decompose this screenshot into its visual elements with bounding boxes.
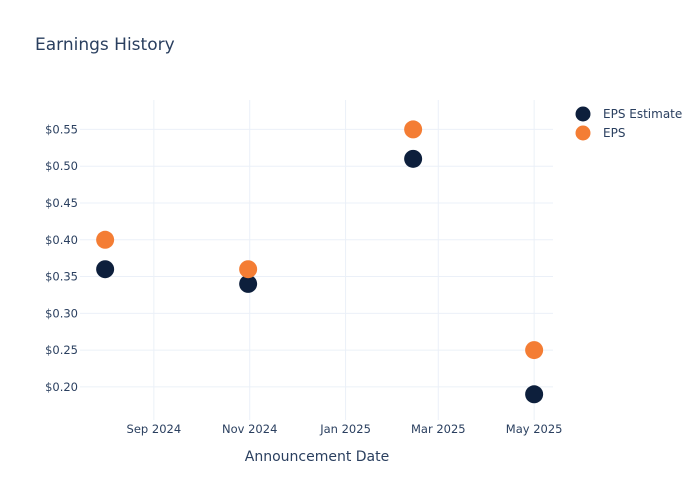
y-tick-label: $0.55 [45,122,78,136]
legend-label-eps-estimate[interactable]: EPS Estimate [603,107,682,121]
y-tick-label: $0.50 [45,159,78,173]
y-tick-label: $0.30 [45,306,78,320]
x-tick-label: Jan 2025 [319,422,371,436]
y-axis-ticks: $0.20 $0.25 $0.30 $0.35 $0.40 $0.45 $0.50 $0.55 [45,122,78,393]
eps-point[interactable] [404,120,423,139]
legend-label-eps[interactable]: EPS [603,126,625,140]
x-axis-ticks: Sep 2024 Nov 2024 Jan 2025 Mar 2025 May 2025 [127,422,563,436]
y-tick-label: $0.35 [45,270,78,284]
grid [80,100,553,420]
y-tick-label: $0.45 [45,196,78,210]
x-tick-label: Nov 2024 [222,422,277,436]
x-axis-title: Announcement Date [245,449,389,465]
y-tick-label: $0.25 [45,343,78,357]
chart-title: Earnings History [35,35,175,55]
legend-marker-eps[interactable] [575,125,591,141]
eps-point[interactable] [239,260,258,279]
eps-estimate-point[interactable] [239,274,258,293]
legend: EPS Estimate EPS [575,106,682,141]
eps-estimate-point[interactable] [404,149,423,168]
x-tick-label: May 2025 [506,422,563,436]
legend-marker-eps-estimate[interactable] [575,106,591,122]
eps-point[interactable] [525,341,544,360]
y-tick-label: $0.40 [45,233,78,247]
y-tick-label: $0.20 [45,380,78,394]
eps-point[interactable] [96,230,115,249]
x-tick-label: Mar 2025 [411,422,466,436]
eps-estimate-point[interactable] [525,385,544,404]
data-points [96,120,544,404]
x-tick-label: Sep 2024 [127,422,182,436]
eps-estimate-point[interactable] [96,260,115,279]
